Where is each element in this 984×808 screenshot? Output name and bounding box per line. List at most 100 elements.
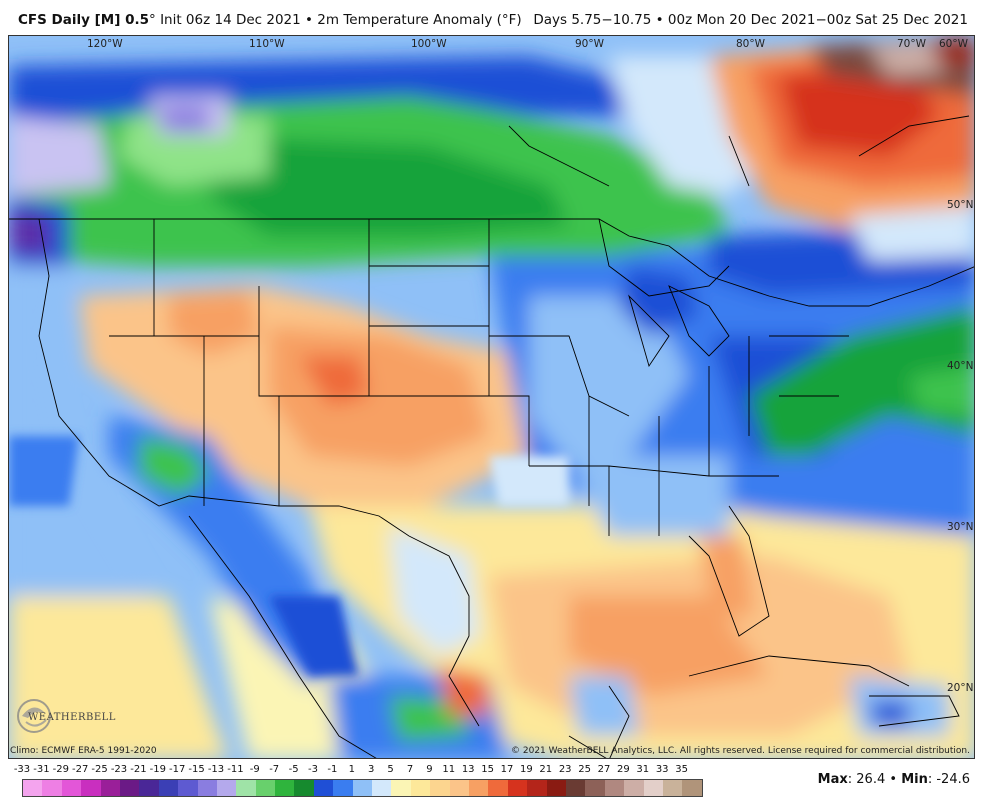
colorbar-tick-label: 17 [500,764,514,775]
colorbar-swatch [81,780,101,796]
lat-label-40n: 40°N [947,360,974,372]
colorbar-swatch [255,780,276,796]
colorbar-tick-label: 23 [558,764,572,775]
colorbar-tick-label: 11 [442,764,456,775]
political-borders [9,115,974,758]
colorbar-swatch [682,780,702,796]
colorbar-tick-label: -19 [149,764,166,775]
model-name: CFS Daily [M] 0.5 [18,12,150,28]
colorbar-tick-label: -13 [207,764,225,775]
colorbar-tick-label: 29 [617,764,630,775]
min-value: -24.6 [936,772,970,787]
colorbar-swatch [527,780,547,796]
max-label: Max [817,772,848,787]
lat-label-20n: 20°N [947,682,974,694]
colorbar-tick-label: -11 [227,764,244,775]
colorbar-tick-label: -33 [13,764,31,775]
lon-label-90w: 90°W [575,38,604,50]
colorbar-swatch [313,780,334,796]
colorbar-swatch [430,780,450,796]
maxmin-separator: • [889,772,898,787]
colorbar-swatch [275,780,295,796]
colorbar-tick-label: 3 [368,764,375,775]
colorbar-swatch [236,780,256,796]
colorbar-swatch [23,780,43,796]
colorbar-tick-label: -23 [110,764,128,775]
colorbar-swatch [624,780,644,796]
colorbar-swatch [42,780,62,796]
logo-text: WEATHERBELL [28,712,116,723]
valid-period: Days 5.75−10.75 • 00z Mon 20 Dec 2021−00… [533,12,968,28]
colorbar-tick-label: -25 [91,764,108,775]
colorbar-swatches [22,779,703,797]
colorbar-swatch [119,780,140,796]
colorbar-swatch [178,780,198,796]
min-label: Min [901,772,928,787]
colorbar-swatch [100,780,120,796]
colorbar-tick-label: 7 [406,764,414,775]
colorbar-swatch [352,780,373,796]
colorbar-swatch [449,780,469,796]
colorbar-swatch [546,780,566,796]
climo-note: Climo: ECMWF ERA-5 1991-2020 [10,746,157,756]
colorbar-tick-label: 21 [539,764,553,775]
colorbar-tick-label: 15 [481,764,494,775]
colorbar-swatch [158,780,179,796]
lon-label-60w: 60°W [939,38,968,50]
colorbar-tick-label: -7 [269,764,280,775]
colorbar-swatch [391,780,411,796]
colorbar-swatch [585,780,605,796]
great-lakes-outline [598,218,730,297]
lake-michigan-outline [628,285,730,368]
colorbar-tick-label: 35 [675,764,688,775]
title-bullet: • [305,12,313,28]
colorbar-swatch [372,780,392,796]
field-name: 2m Temperature Anomaly (°F) [317,12,522,28]
us-canada-border [9,218,974,307]
colorbar-tick-label: -21 [130,764,147,775]
colorbar-tick-label: 25 [578,764,591,775]
init-time: Init 06z 14 Dec 2021 [160,12,301,28]
anomaly-field [9,36,974,758]
colorbar-tick-label: 5 [387,764,394,775]
lon-label-110w: 110°W [249,38,285,50]
colorbar-swatch [604,780,625,796]
lat-label-50n: 50°N [947,199,974,211]
colorbar-tick-label: -5 [288,764,299,775]
anomaly-shading [9,36,974,758]
colorbar-tick-label: 33 [655,764,669,775]
weatherbell-logo-icon: WEATHERBELL [12,692,115,740]
logo-swirl [17,699,51,733]
anomaly-detail [9,436,569,676]
lat-label-30n: 30°N [947,521,974,533]
colorbar-tick-label: 1 [348,764,355,775]
colorbar-swatch [643,780,663,796]
state-borders [109,219,849,536]
colorbar-tick-label: -31 [33,764,50,775]
max-value: 26.4 [856,772,886,787]
florida-outline [688,505,770,637]
colorbar: -33 -31 -29 -27 -25 -23 -21 -19 -17 -15 -13 -11 -9 -7… [14,764,704,804]
max-min-summary: Max: 26.4 • Min: -24.6 [817,772,970,787]
copyright-note: © 2021 WeatherBELL Analytics, LLC. All r… [511,746,970,756]
colorbar-tick-label: -27 [72,764,89,775]
colorbar-tick-label: -29 [52,764,69,775]
temperature-anomaly-map: 120°W 110°W 100°W 90°W 80°W 70°W 60°W 50… [8,35,975,759]
lon-label-80w: 80°W [736,38,765,50]
colorbar-swatch [507,780,528,796]
lon-label-100w: 100°W [411,38,447,50]
colorbar-swatch [565,780,586,796]
degree-symbol: ° [149,12,156,28]
lon-label-120w: 120°W [87,38,123,50]
colorbar-tick-label: -3 [308,764,318,775]
baja-outline [188,515,377,758]
us-mexico-border [38,218,480,727]
colorbar-swatch [410,780,431,796]
lon-label-70w: 70°W [897,38,926,50]
colorbar-swatch [61,780,82,796]
colorbar-swatch [197,780,217,796]
colorbar-swatch [662,780,683,796]
colorbar-tick-label: 27 [597,764,611,775]
yucatan-outline [568,685,630,758]
colorbar-swatch [488,780,508,796]
